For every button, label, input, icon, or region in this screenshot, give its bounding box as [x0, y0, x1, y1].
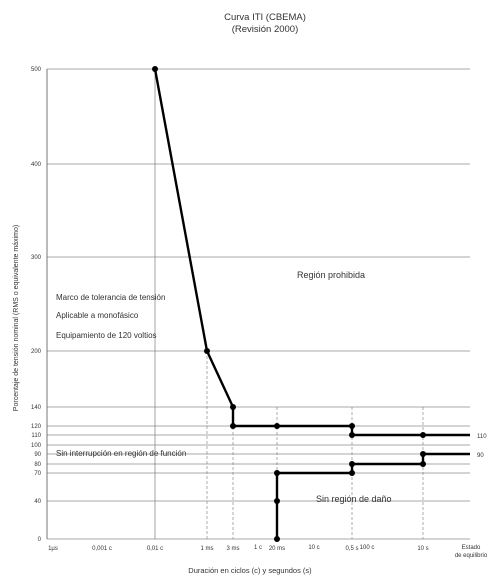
y-tick-label: 400	[31, 162, 42, 168]
series-group	[152, 66, 470, 542]
right-label: 90	[477, 453, 484, 459]
x-tick-label: 20 ms	[269, 546, 285, 552]
data-point	[274, 536, 280, 542]
x-tick-label: 0,001 c	[92, 546, 112, 552]
y-tick-label: 200	[31, 349, 42, 355]
y-tick-label: 120	[31, 424, 42, 430]
y-tick-label: 110	[31, 433, 41, 439]
x-tick-label: 3 ms	[226, 546, 239, 552]
y-tick-label: 40	[34, 499, 41, 505]
y-tick-label: 90	[34, 452, 41, 458]
y-tick-label: 0	[38, 537, 42, 543]
right-labels: 110 90	[477, 434, 487, 459]
x-tick-label: 1 c	[254, 545, 262, 551]
data-point	[204, 348, 210, 354]
data-point	[420, 451, 426, 457]
chart-title: Curva ITI (CBEMA)	[224, 12, 306, 23]
data-point	[230, 423, 236, 429]
grid	[46, 68, 470, 540]
x-tick-label: 1 ms	[200, 546, 213, 552]
x-tick-label: 10 c	[308, 545, 319, 551]
y-tick-label: 80	[34, 462, 41, 468]
y-tick-label: 140	[31, 405, 42, 411]
no-interruption-label: Sin interrupción en región de función	[56, 449, 186, 458]
data-point	[349, 470, 355, 476]
data-point	[230, 404, 236, 410]
data-point	[349, 461, 355, 467]
x-tick-label: de equilibrio	[455, 553, 488, 559]
data-point	[420, 461, 426, 467]
data-point	[274, 423, 280, 429]
data-point	[274, 498, 280, 504]
y-tick-label: 100	[31, 443, 42, 449]
data-point	[349, 423, 355, 429]
right-label: 110	[477, 434, 487, 440]
x-tick-label: Estado	[462, 545, 481, 551]
x-tick-labels: 1μs 0,001 c 0,01 c 1 ms 3 ms 1 c 20 ms 10 c 0,5 …	[48, 545, 488, 559]
y-tick-labels: 0 40 70 80 90 100 110 120 140 200 300 400 500	[31, 67, 42, 543]
chart-subtitle: (Revisión 2000)	[232, 24, 299, 35]
tolerance-label-2: Aplicable a monofásico	[56, 311, 139, 320]
y-tick-label: 500	[31, 67, 42, 73]
x-tick-label: 0,01 c	[147, 546, 163, 552]
x-tick-label: 10 s	[417, 546, 428, 552]
tolerance-label-1: Marco de tolerancia de tensión	[56, 293, 165, 302]
data-point	[152, 66, 158, 72]
data-point	[349, 432, 355, 438]
y-axis-label: Porcentaje de tensión nominal (RMS o equ…	[13, 225, 20, 411]
region-prohibited-label: Región prohibida	[297, 270, 365, 280]
x-tick-label: 0,5 s	[345, 546, 358, 552]
tolerance-label-3: Equipamiento de 120 voltios	[56, 331, 157, 340]
y-tick-label: 70	[34, 471, 41, 477]
data-point	[274, 470, 280, 476]
x-axis-label: Duración en ciclos (c) y segundos (s)	[188, 566, 312, 575]
y-tick-label: 300	[31, 255, 42, 261]
x-tick-label: 100 c	[360, 545, 375, 551]
series-line	[153, 68, 470, 437]
no-damage-label: Sin región de daño	[316, 494, 392, 504]
x-tick-label: 1μs	[48, 546, 58, 552]
data-point	[420, 432, 426, 438]
